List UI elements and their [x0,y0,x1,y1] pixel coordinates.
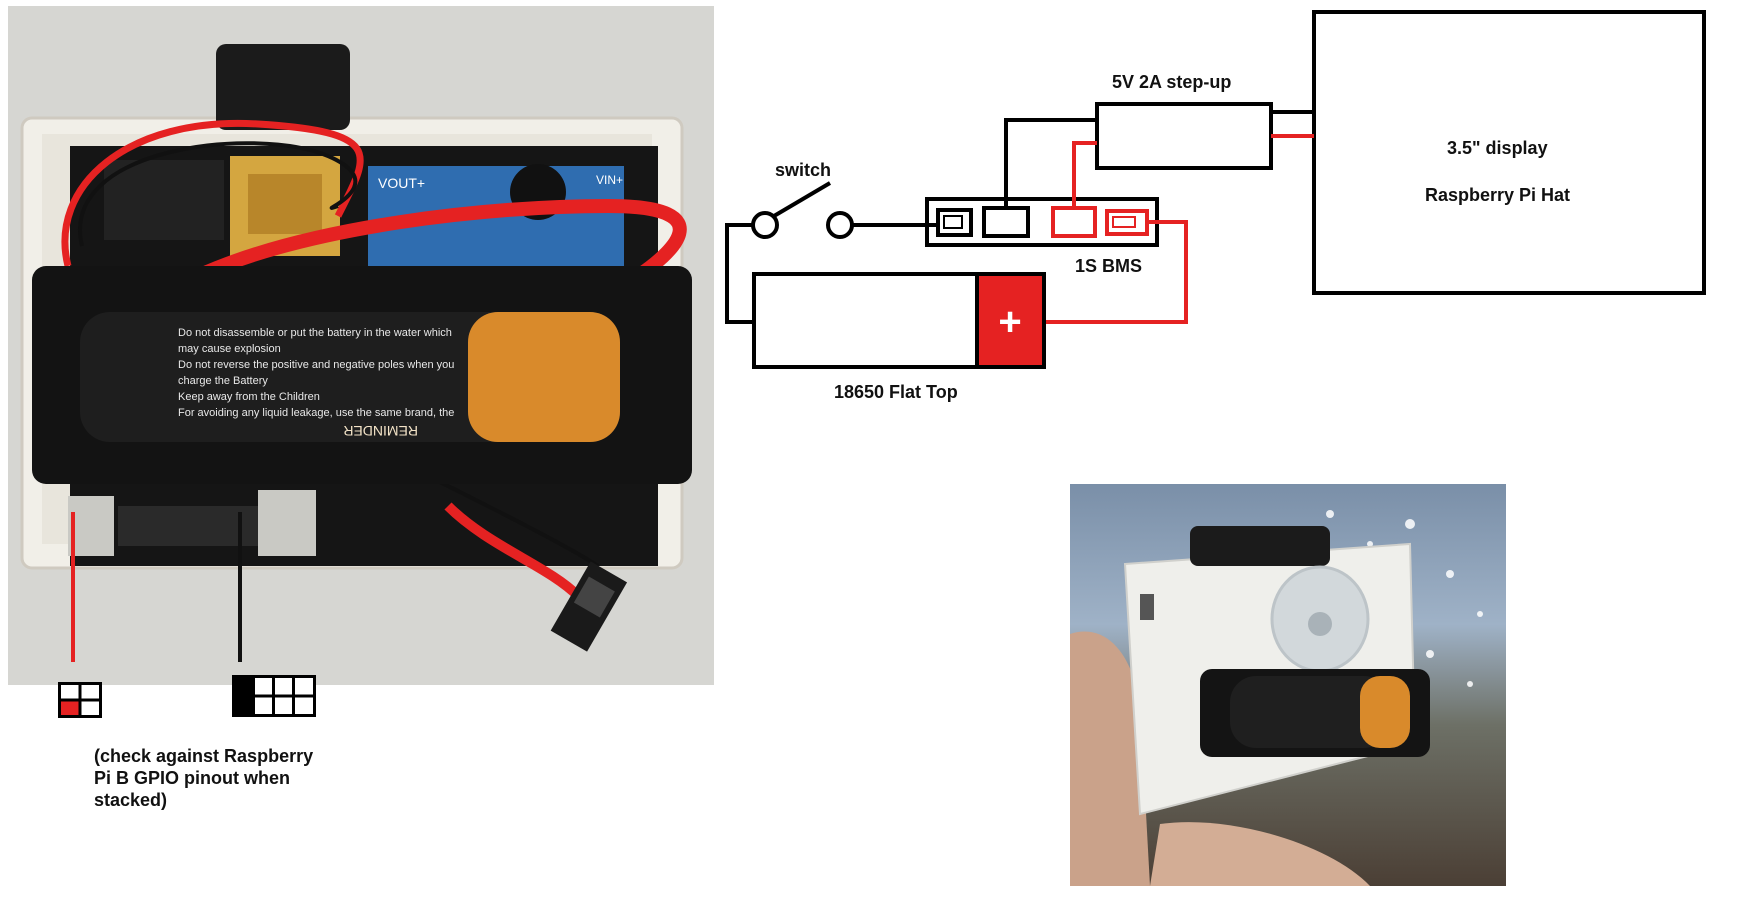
switch-battery-wire [725,223,754,324]
switch-red-wire [444,502,582,600]
red-pin-grid [58,682,102,718]
black-pin-line [238,512,242,662]
black-pin-grid [232,675,316,717]
slide-switch [550,561,628,652]
bms-pad-3 [1051,206,1097,238]
bms-stepup-wire-black [1004,118,1097,208]
battery-positive-terminal [975,272,1046,369]
label-bms: 1S BMS [1075,256,1143,276]
gpio-note-line-2: Pi B GPIO pinout when [94,768,290,788]
label-vout-plus: VOUT+ [378,175,425,191]
switch-lever [772,181,832,218]
label-pi-hat: Raspberry Pi Hat [1425,185,1571,205]
label-display: 3.5" display [1447,138,1548,158]
label-battery: 18650 Flat Top [834,382,958,402]
bms-battery-wire-red [1044,220,1188,324]
device-battery [1230,676,1390,748]
assembled-device-photo [1070,484,1506,886]
battery-line-2: may cause explosion [178,343,281,355]
gpio-clip-left [68,496,114,556]
battery-line-3: Do not reverse the positive and negative… [178,359,454,371]
battery-wrap-orange [468,312,620,442]
gpio-note-line-3: stacked) [94,790,168,810]
red-wire [61,119,364,267]
bms-pad-2 [982,206,1030,238]
label-vin-plus: VIN+ [596,173,623,187]
gpio-header [118,506,258,546]
red-pin-line [71,512,75,662]
battery-reminder-title: REMINDER [343,423,418,439]
device-battery-orange [1360,676,1410,748]
hand-left [1070,631,1150,886]
display-box [1312,10,1706,295]
battery-line-4: charge the Battery [178,375,268,387]
switch-black-wire [427,474,600,568]
battery-line-5: Keep away from the Children [178,391,320,403]
switch-terminal-right [826,211,854,239]
label-switch: switch [775,160,832,180]
internals-illustration: VOUT+ VIN+ VOUT- VIN- REMINDER Do not di… [20,44,692,652]
switch-terminal-left [751,211,779,239]
black-wire [78,141,358,247]
camera-top-usb [1190,526,1330,566]
battery-text: Do not disassemble or put the battery in… [178,327,454,419]
heat-shrink-wire [191,198,687,283]
label-step-up: 5V 2A step-up [1112,72,1232,92]
bms-pad-4-inner [1112,216,1136,228]
battery-line-6: For avoiding any liquid leakage, use the… [178,407,454,419]
side-port [1140,594,1154,620]
gpio-note: (check against Raspberry Pi B GPIO pinou… [94,745,354,811]
gpio-clip-right [258,490,316,556]
hand-thumb [1150,822,1370,886]
battery-plus-sign: + [998,300,1021,344]
device-internals-photo: VOUT+ VIN+ VOUT- VIN- REMINDER Do not di… [8,6,714,685]
usb-dongle [216,44,350,130]
battery-line-1: Do not disassemble or put the battery in… [178,327,452,339]
device-illustration [1070,510,1483,886]
bms-stepup-wire-red [1072,141,1097,208]
gpio-note-line-1: (check against Raspberry [94,746,314,766]
wiring-diagram: + [725,10,1706,369]
bms-pad-1-inner [943,215,963,229]
stepup-box [1095,102,1273,170]
